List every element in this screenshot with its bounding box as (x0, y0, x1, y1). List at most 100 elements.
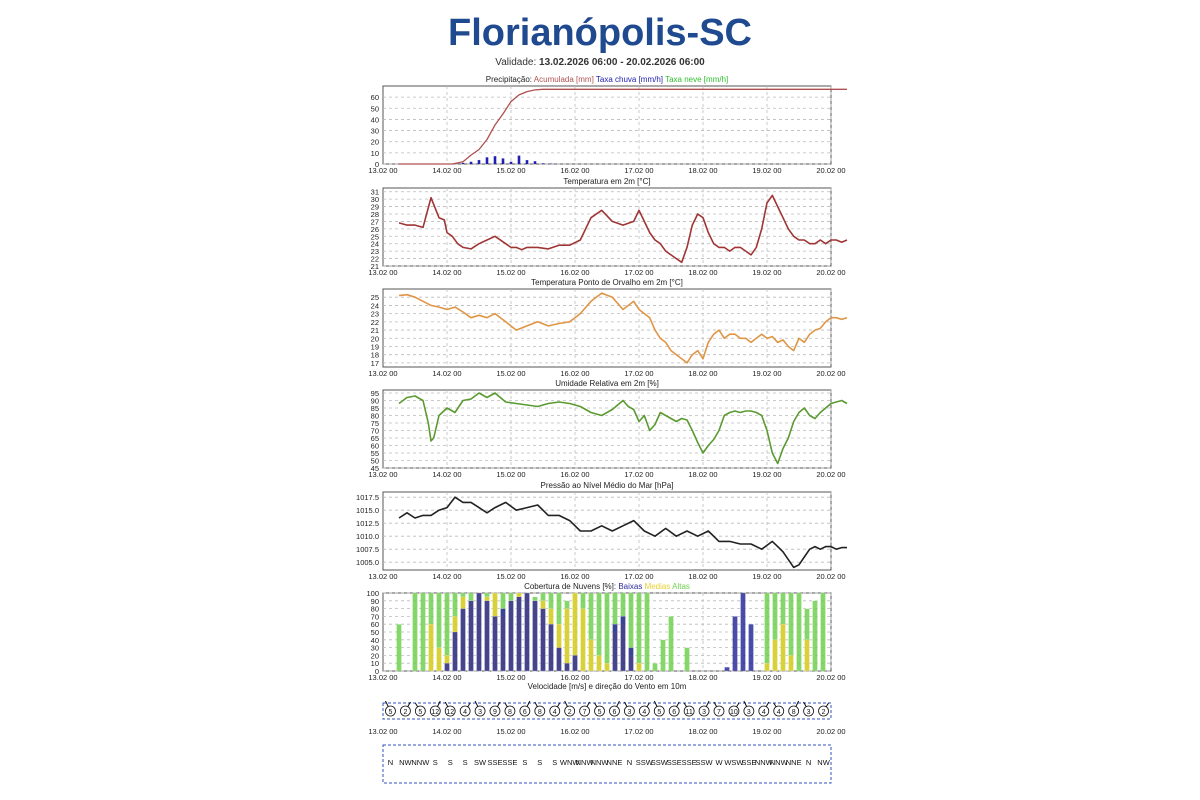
temperature-ytick: 26 (371, 225, 379, 234)
cloud-bar-altas (412, 592, 418, 672)
validity-value: 13.02.2026 06:00 - 20.02.2026 06:00 (539, 57, 705, 68)
cloud-bar-medias (564, 608, 570, 672)
pressure-xtick: 16.02 00 (560, 572, 589, 581)
temperature-ytick: 27 (371, 217, 379, 226)
wind-direction-label: SSW (651, 758, 669, 767)
temperature-ytick: 29 (371, 203, 379, 212)
wind-speed-band (382, 702, 832, 720)
precip-xtick: 19.02 00 (752, 166, 781, 175)
wind-direction-band (382, 744, 832, 784)
cloud-bar-baixas (508, 600, 514, 672)
humidity-xtick: 19.02 00 (752, 470, 781, 479)
pressure-xtick: 20.02 00 (816, 572, 845, 581)
wind-xtick: 14.02 00 (432, 727, 461, 736)
cloud-bar-altas (636, 592, 642, 672)
temperature-xtick: 17.02 00 (624, 268, 653, 277)
clouds-title: Cobertura de Nuvens [%]: Baixas Medias A… (524, 582, 690, 591)
cloud-bar-baixas (732, 616, 738, 672)
wind-speed-marker (459, 705, 471, 717)
dewpoint-ytick: 24 (371, 301, 379, 310)
temperature-frame (382, 187, 832, 267)
pressure-xtick: 17.02 00 (624, 572, 653, 581)
humidity-ytick: 45 (371, 464, 379, 473)
wind-speed-label: 7 (717, 709, 721, 716)
wind-speed-label: 3 (702, 709, 706, 716)
temperature-ytick: 21 (371, 262, 379, 271)
rain-rate-bar (485, 157, 489, 164)
pressure-ytick: 1017.5 (356, 493, 379, 502)
dewpoint-line (398, 292, 848, 364)
cloud-bar-baixas (564, 663, 570, 672)
wind-speed-marker (474, 705, 486, 717)
humidity-xtick: 15.02 00 (496, 470, 525, 479)
wind-direction-label: SSE (741, 758, 756, 767)
temperature-ytick: 31 (371, 188, 379, 197)
cloud-bar-baixas (620, 616, 626, 672)
rain-rate-bar (501, 158, 505, 164)
temperature-xtick: 16.02 00 (560, 268, 589, 277)
clouds-xtick: 14.02 00 (432, 673, 461, 682)
cloud-bar-medias (588, 639, 594, 672)
wind-direction-label: NW (817, 758, 830, 767)
humidity-xtick: 20.02 00 (816, 470, 845, 479)
humidity-ytick: 80 (371, 412, 379, 421)
rain-rate-bar (469, 161, 473, 164)
wind-speed-label: 8 (538, 709, 542, 716)
dewpoint-ytick: 22 (371, 318, 379, 327)
rain-rate-bar (509, 161, 513, 164)
wind-direction-label: SSE (487, 758, 502, 767)
cloud-bar-altas (604, 592, 610, 672)
precip-ytick: 10 (371, 149, 379, 158)
wind-speed-label: 8 (508, 709, 512, 716)
temperature-xtick: 19.02 00 (752, 268, 781, 277)
pressure-ytick: 1015.0 (356, 506, 379, 515)
wind-speed-marker (624, 705, 635, 717)
wind-direction-label: SSE (682, 758, 697, 767)
pressure-title: Pressão ao Nível Médio do Mar [hPa] (541, 481, 674, 490)
wind-speed-label: 6 (523, 709, 527, 716)
cloud-bar-baixas (628, 647, 634, 672)
clouds-xtick: 16.02 00 (560, 673, 589, 682)
pressure-ytick: 1007.5 (356, 545, 379, 554)
wind-speed-label: 3 (478, 709, 482, 716)
dewpoint-xtick: 17.02 00 (624, 369, 653, 378)
wind-direction-label: SSE (667, 758, 682, 767)
humidity-xtick: 17.02 00 (624, 470, 653, 479)
dewpoint-ytick: 23 (371, 310, 379, 319)
dewpoint-xtick: 14.02 00 (432, 369, 461, 378)
precip-xtick: 18.02 00 (688, 166, 717, 175)
wind-speed-label: 4 (642, 709, 646, 716)
pressure-xtick: 18.02 00 (688, 572, 717, 581)
cloud-bar-altas (820, 592, 826, 672)
temperature-ytick: 23 (371, 247, 379, 256)
cloud-bar-altas (812, 600, 818, 672)
dewpoint-title: Temperatura Ponto de Orvalho em 2m [°C] (531, 278, 683, 287)
cloud-bar-altas (796, 592, 802, 672)
wind-speed-label: 2 (403, 709, 407, 716)
rain-rate-bar (493, 156, 497, 164)
temperature-ytick: 25 (371, 232, 379, 241)
wind-speed-label: 6 (613, 709, 617, 716)
cloud-bar-medias (604, 663, 610, 672)
dewpoint-frame (382, 288, 832, 368)
wind-xtick: 16.02 00 (560, 727, 589, 736)
wind-speed-label: 10 (730, 709, 738, 716)
cloud-bar-baixas (548, 624, 554, 672)
precip-ytick: 0 (375, 160, 379, 169)
wind-speed-marker (818, 705, 829, 717)
wind-speed-label: 2 (822, 709, 826, 716)
clouds-ytick: 20 (371, 651, 379, 660)
wind-speed-label: 9 (493, 709, 497, 716)
wind-speed-label: 6 (672, 709, 676, 716)
cloud-bar-medias (780, 624, 786, 672)
dewpoint-ytick: 20 (371, 334, 379, 343)
precip-xtick: 17.02 00 (624, 166, 653, 175)
temperature-xtick: 20.02 00 (816, 268, 845, 277)
wind-speed-label: 12 (446, 709, 454, 716)
wind-direction-label: NNW (755, 758, 774, 767)
humidity-line (398, 392, 848, 465)
wind-direction-label: WNW (560, 758, 580, 767)
precip-xtick: 13.02 00 (368, 166, 397, 175)
accumulated-line (399, 88, 847, 165)
